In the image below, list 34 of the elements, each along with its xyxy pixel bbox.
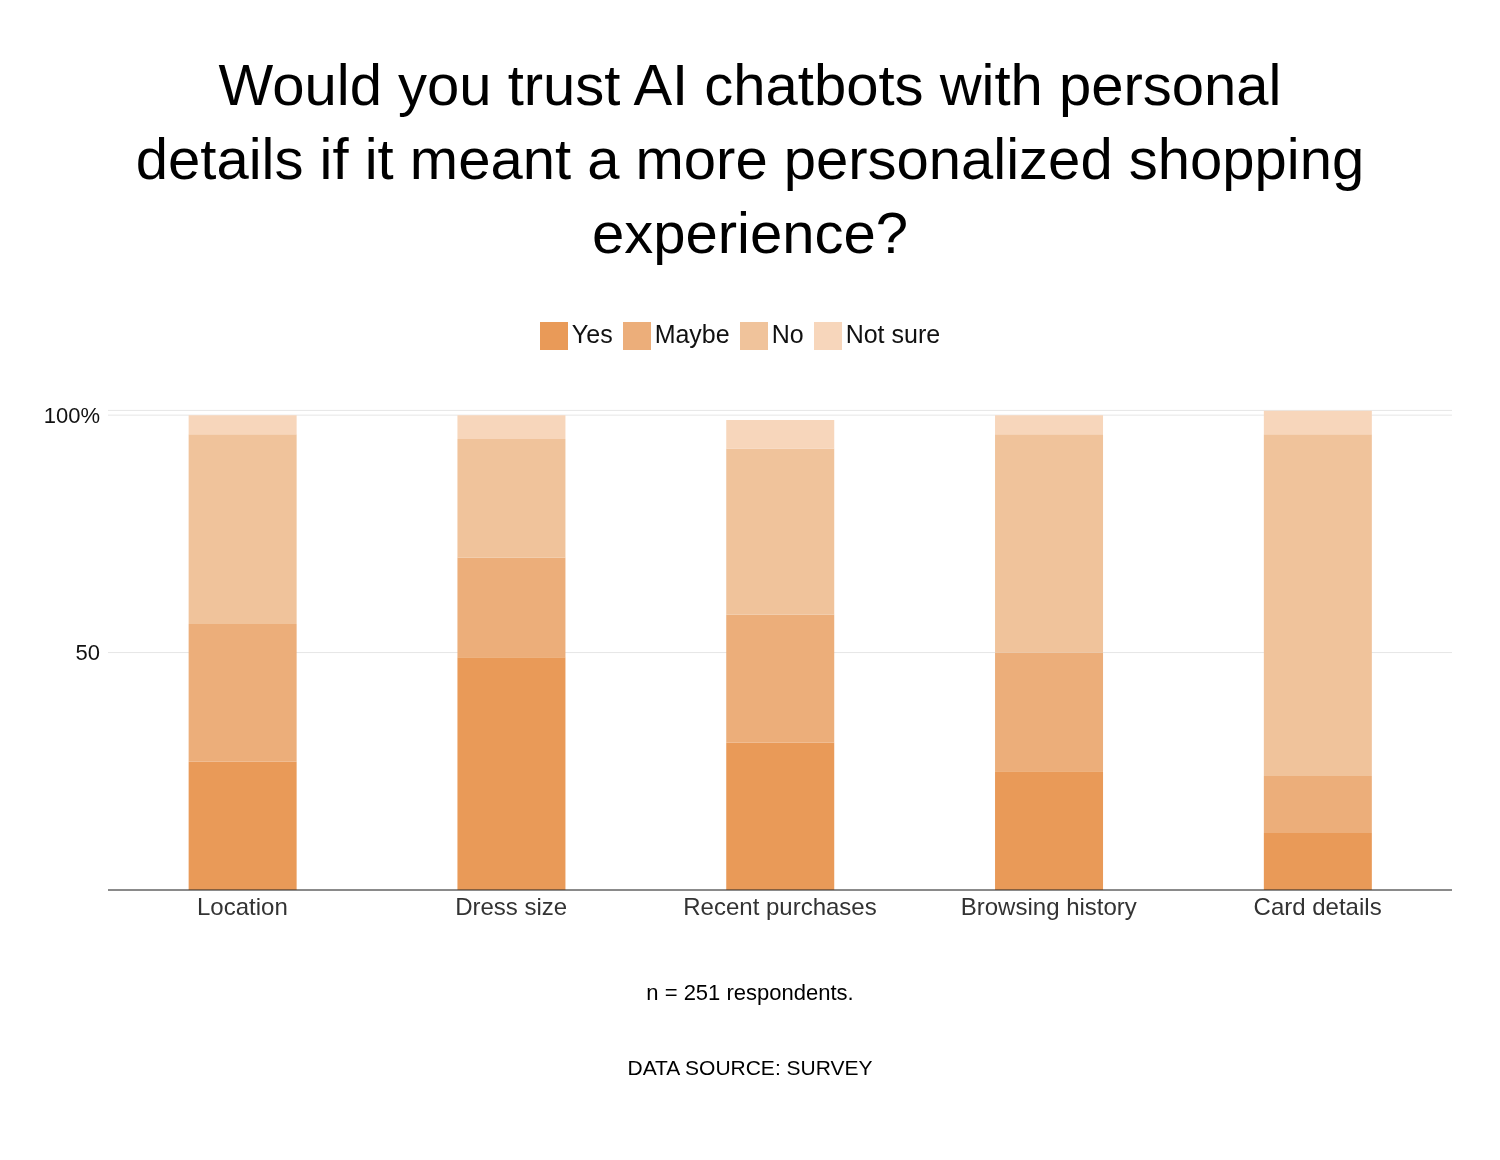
legend-label: Not sure — [845, 320, 941, 348]
legend-label: No — [771, 320, 804, 348]
bar — [188, 434, 297, 625]
x-tick-label: Location — [197, 893, 288, 921]
text: n = 251 respondents. — [645, 980, 855, 1006]
x-tick-label: Browsing history — [960, 893, 1137, 921]
bar — [726, 419, 835, 449]
x-tick-label: Recent purchases — [683, 893, 877, 921]
bar — [995, 771, 1104, 890]
bar — [188, 761, 297, 890]
y-tick-label: 50 — [75, 640, 100, 666]
bar — [188, 415, 297, 435]
bar — [1263, 776, 1372, 834]
legend-label: Yes — [571, 320, 613, 348]
x-tick-label: Card details — [1253, 893, 1382, 921]
bar — [726, 742, 835, 890]
chart-title: Would you trust AI chatbots with personal details if it meant a more personalized shopping experience? — [134, 51, 1366, 267]
bar — [995, 415, 1104, 435]
bar — [995, 652, 1104, 772]
bar — [1263, 410, 1372, 435]
bar — [457, 438, 566, 558]
bar — [726, 448, 835, 615]
x-tick-label: Dress size — [455, 893, 568, 921]
legend-label: Maybe — [654, 320, 730, 348]
bar — [188, 624, 297, 762]
bar — [995, 434, 1104, 653]
bar — [457, 657, 566, 890]
bar — [457, 557, 566, 658]
source-note: DATA SOURCE: SURVEY — [626, 1056, 874, 1080]
bar — [457, 415, 566, 439]
bar — [1263, 434, 1372, 777]
y-tick-label: 100% — [43, 402, 100, 428]
bar — [1263, 833, 1372, 890]
bar — [726, 614, 835, 743]
